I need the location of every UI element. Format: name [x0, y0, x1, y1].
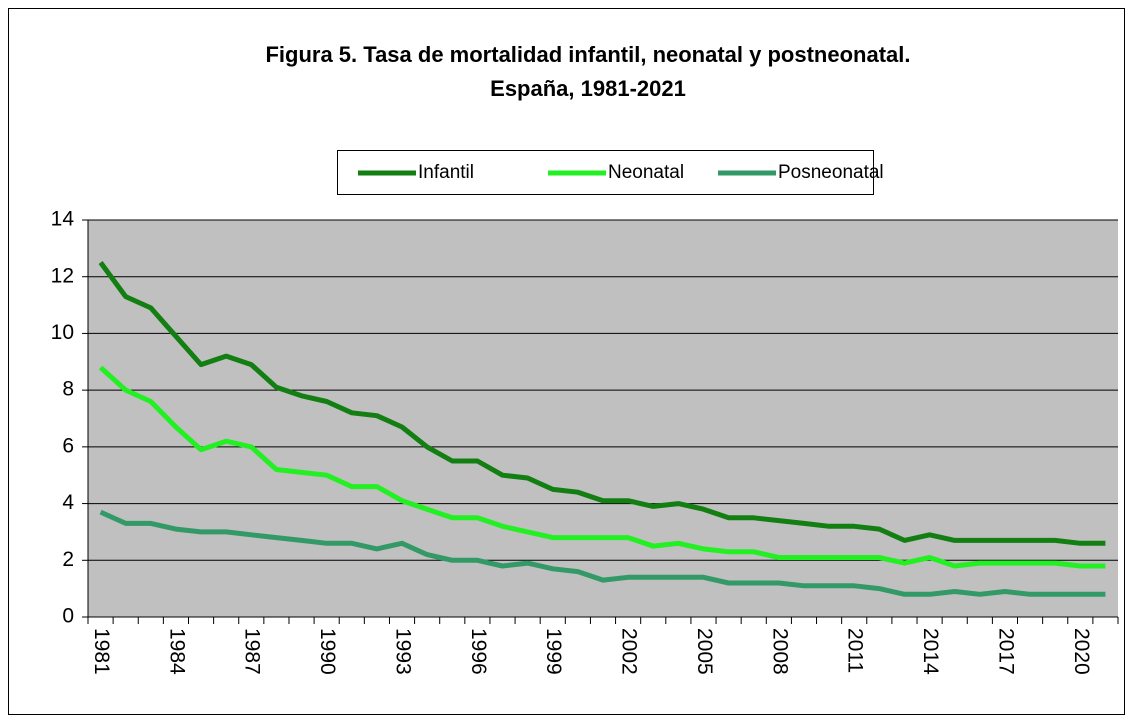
- x-tick-label: 2005: [693, 628, 716, 675]
- series-line: [98, 365, 1106, 569]
- y-tick-label: 2: [62, 548, 74, 571]
- y-tick-label: 8: [62, 378, 74, 401]
- y-tick-label: 10: [51, 321, 74, 344]
- y-tick-label: 4: [62, 491, 74, 514]
- series-line: [99, 509, 1106, 597]
- x-tick-label: 1999: [542, 628, 565, 675]
- x-tick-label: 1996: [467, 628, 490, 675]
- chart-title: España, 1981-2021: [490, 76, 686, 101]
- legend-label: Posneonatal: [778, 162, 884, 183]
- legend-label: Infantil: [418, 162, 474, 183]
- x-tick-label: 1981: [90, 628, 113, 675]
- x-tick-label: 1993: [391, 628, 414, 675]
- plot-area: [88, 220, 1118, 617]
- x-tick-label: 2011: [844, 628, 867, 673]
- x-tick-label: 2020: [1070, 628, 1093, 675]
- y-tick-label: 6: [62, 434, 74, 457]
- y-tick-label: 12: [51, 264, 74, 287]
- x-tick-label: 2008: [768, 628, 791, 675]
- x-tick-label: 2014: [919, 628, 942, 675]
- x-tick-label: 2017: [994, 628, 1017, 675]
- chart-title: Figura 5. Tasa de mortalidad infantil, n…: [265, 42, 910, 67]
- x-tick-label: 1990: [316, 628, 339, 675]
- series-line: [98, 261, 1106, 546]
- x-tick-label: 1984: [165, 628, 188, 675]
- y-tick-label: 14: [51, 208, 75, 231]
- x-tick-label: 1987: [241, 628, 264, 675]
- x-tick-label: 2002: [618, 628, 641, 675]
- y-tick-label: 0: [62, 605, 74, 628]
- legend-label: Neonatal: [608, 162, 684, 183]
